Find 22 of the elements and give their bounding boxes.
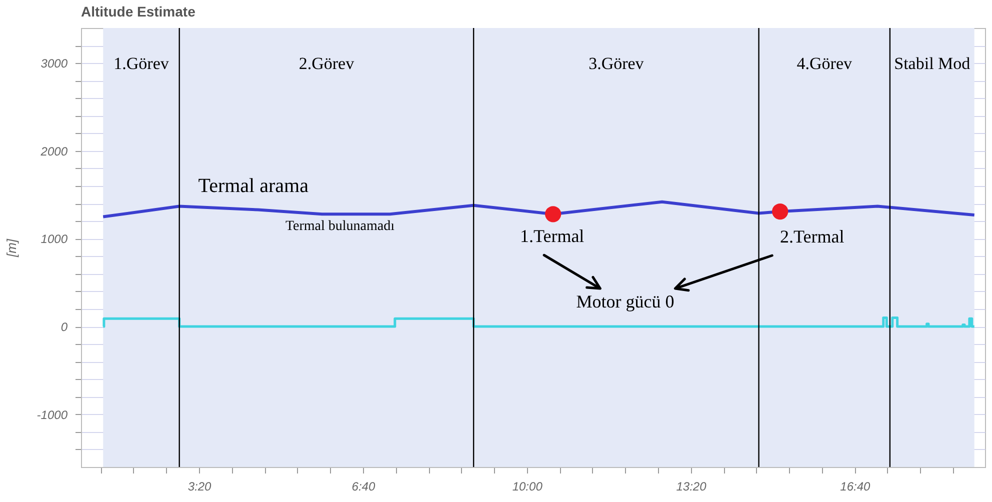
annotation: 1.Termal: [520, 226, 584, 246]
y-tick-label: 2000: [40, 144, 68, 158]
band-label: Stabil Mod: [894, 54, 971, 73]
chart-title: Altitude Estimate: [81, 3, 196, 20]
annotation: 2.Termal: [780, 226, 844, 246]
band-label: 2.Görev: [298, 54, 355, 73]
x-tick-label: 10:00: [512, 480, 543, 494]
annotation: Termal bulunamadı: [285, 219, 395, 234]
y-tick-label: 3000: [40, 56, 68, 71]
y-axis-title: [m]: [4, 238, 19, 258]
annotation: Termal arama: [198, 175, 309, 198]
x-tick-label: 3:20: [188, 480, 212, 494]
x-tick-label: 13:20: [676, 480, 707, 494]
y-tick-label: 1000: [40, 232, 68, 246]
band-label: 1.Görev: [114, 54, 170, 73]
y-tick-label: -1000: [36, 408, 68, 422]
band-label: 3.Görev: [588, 54, 644, 73]
y-tick-label: 0: [60, 320, 68, 334]
x-tick-label: 6:40: [352, 480, 376, 494]
x-tick-label: 16:40: [840, 480, 871, 494]
annotation: Motor gücü 0: [576, 292, 674, 312]
band-label: 4.Görev: [796, 54, 852, 73]
